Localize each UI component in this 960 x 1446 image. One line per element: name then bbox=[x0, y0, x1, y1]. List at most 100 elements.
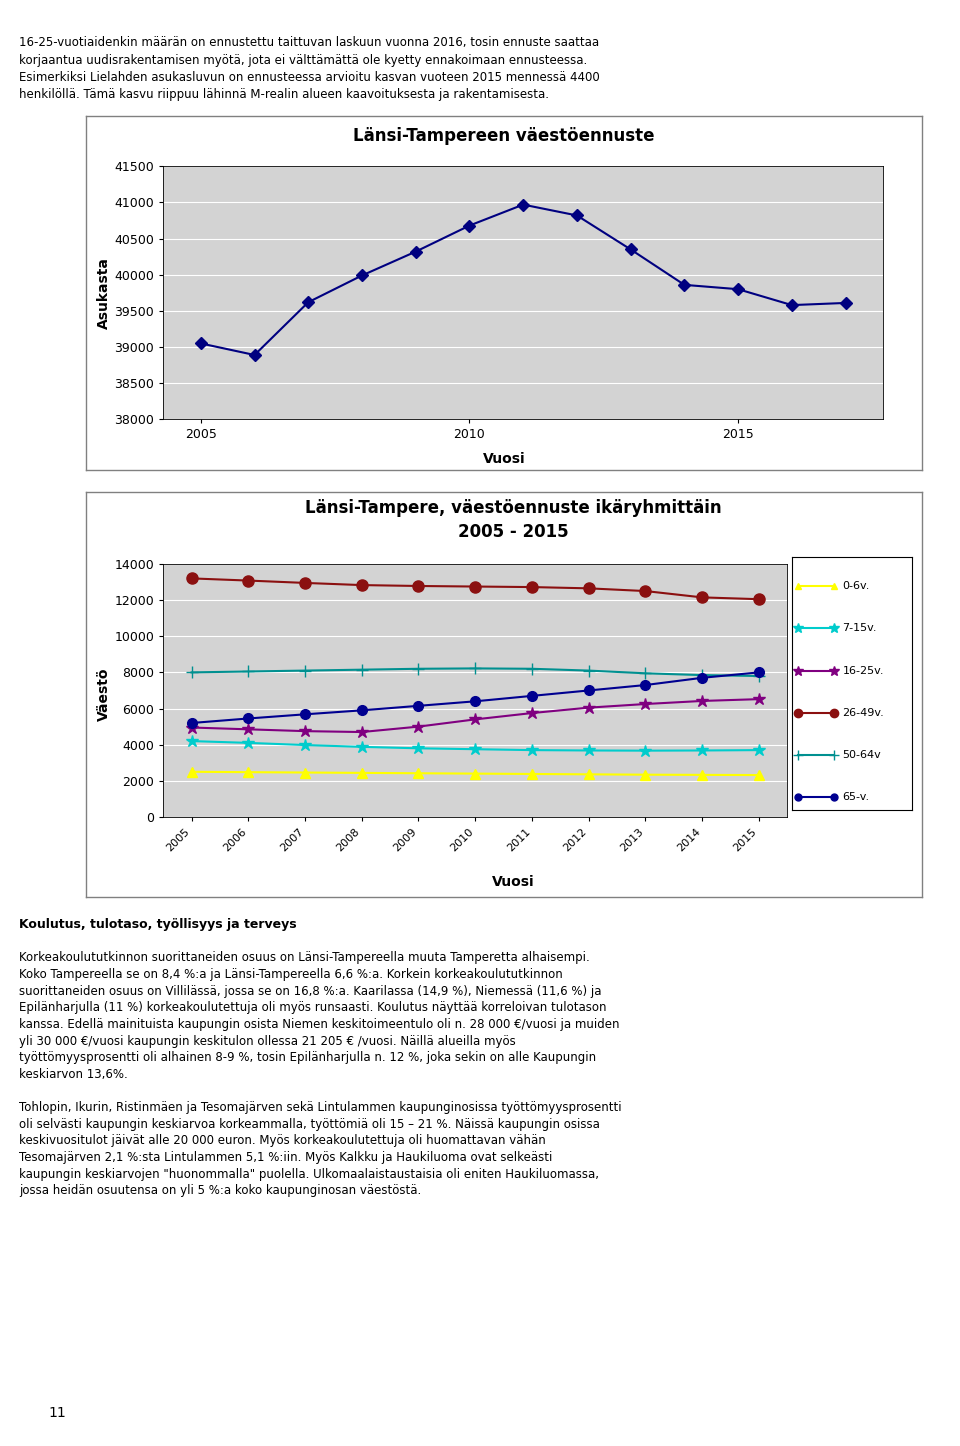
Text: 11: 11 bbox=[48, 1406, 65, 1420]
0-6v. bbox=[696, 766, 708, 784]
Text: Väestö: Väestö bbox=[97, 668, 110, 720]
50-64v bbox=[696, 667, 708, 684]
7-15v. bbox=[243, 735, 254, 752]
Text: Tesomajärven 2,1 %:sta Lintulammen 5,1 %:iin. Myös Kalkku ja Haukiluoma ovat sel: Tesomajärven 2,1 %:sta Lintulammen 5,1 %… bbox=[19, 1151, 553, 1164]
Text: 2005 - 2015: 2005 - 2015 bbox=[458, 523, 569, 541]
16-25v. bbox=[526, 704, 538, 722]
65-v. bbox=[469, 693, 481, 710]
26-49v. bbox=[243, 571, 254, 589]
Text: työttömyysprosentti oli alhainen 8-9 %, tosin Epilänharjulla n. 12 %, joka sekin: työttömyysprosentti oli alhainen 8-9 %, … bbox=[19, 1051, 596, 1064]
26-49v. bbox=[753, 590, 764, 607]
65-v. bbox=[186, 714, 198, 732]
7-15v. bbox=[469, 740, 481, 758]
0-6v. bbox=[583, 766, 594, 784]
Text: kaupungin keskiarvojen "huonommalla" puolella. Ulkomaalaistaustaisia oli eniten : kaupungin keskiarvojen "huonommalla" puo… bbox=[19, 1168, 599, 1180]
Text: Asukasta: Asukasta bbox=[97, 257, 110, 328]
65-v. bbox=[753, 664, 764, 681]
Text: 16-25v.: 16-25v. bbox=[843, 665, 884, 675]
50-64v bbox=[413, 659, 424, 677]
Text: yli 30 000 €/vuosi kaupungin keskitulon ollessa 21 205 € /vuosi. Näillä alueilla: yli 30 000 €/vuosi kaupungin keskitulon … bbox=[19, 1035, 516, 1047]
Text: Vuosi: Vuosi bbox=[492, 875, 535, 889]
50-64v bbox=[583, 662, 594, 680]
Text: Koulutus, tulotaso, työllisyys ja terveys: Koulutus, tulotaso, työllisyys ja tervey… bbox=[19, 918, 297, 931]
Text: kanssa. Edellä mainituista kaupungin osista Niemen keskitoimeentulo oli n. 28 00: kanssa. Edellä mainituista kaupungin osi… bbox=[19, 1018, 620, 1031]
Text: Esimerkiksi Lielahden asukasluvun on ennusteessa arvioitu kasvan vuoteen 2015 me: Esimerkiksi Lielahden asukasluvun on enn… bbox=[19, 71, 600, 84]
16-25v. bbox=[583, 698, 594, 716]
26-49v. bbox=[639, 583, 651, 600]
Text: jossa heidän osuutensa on yli 5 %:a koko kaupunginosan väestöstä.: jossa heidän osuutensa on yli 5 %:a koko… bbox=[19, 1184, 421, 1197]
50-64v bbox=[300, 662, 311, 680]
50-64v bbox=[356, 661, 368, 678]
26-49v. bbox=[356, 577, 368, 594]
50-64v bbox=[469, 659, 481, 677]
16-25v. bbox=[753, 690, 764, 707]
Text: Koko Tampereella se on 8,4 %:a ja Länsi-Tampereella 6,6 %:a. Korkein korkeakoulu: Koko Tampereella se on 8,4 %:a ja Länsi-… bbox=[19, 969, 563, 980]
26-49v. bbox=[526, 578, 538, 596]
0-6v. bbox=[413, 765, 424, 782]
7-15v. bbox=[186, 732, 198, 749]
16-25v. bbox=[639, 696, 651, 713]
50-64v bbox=[753, 667, 764, 684]
Text: keskivuositulot jäivät alle 20 000 euron. Myös korkeakoulutettuja oli huomattava: keskivuositulot jäivät alle 20 000 euron… bbox=[19, 1134, 546, 1147]
65-v. bbox=[243, 710, 254, 727]
16-25v. bbox=[413, 717, 424, 735]
16-25v. bbox=[469, 710, 481, 727]
7-15v. bbox=[356, 737, 368, 755]
0-6v. bbox=[300, 763, 311, 781]
50-64v bbox=[243, 662, 254, 680]
7-15v. bbox=[526, 742, 538, 759]
Text: 50-64v: 50-64v bbox=[843, 750, 881, 761]
0-6v. bbox=[639, 766, 651, 784]
7-15v. bbox=[696, 742, 708, 759]
65-v. bbox=[639, 677, 651, 694]
26-49v. bbox=[300, 574, 311, 591]
65-v. bbox=[696, 669, 708, 687]
7-15v. bbox=[413, 739, 424, 758]
16-25v. bbox=[243, 720, 254, 737]
16-25v. bbox=[356, 723, 368, 740]
0-6v. bbox=[243, 763, 254, 781]
Line: 50-64v: 50-64v bbox=[185, 662, 765, 683]
50-64v bbox=[639, 665, 651, 683]
0-6v. bbox=[356, 763, 368, 781]
26-49v. bbox=[583, 580, 594, 597]
7-15v. bbox=[583, 742, 594, 759]
Line: 26-49v.: 26-49v. bbox=[186, 573, 764, 604]
65-v. bbox=[526, 687, 538, 704]
Line: 0-6v.: 0-6v. bbox=[186, 766, 764, 779]
0-6v. bbox=[753, 766, 764, 784]
Text: 16-25-vuotiaidenkin määrän on ennustettu taittuvan laskuun vuonna 2016, tosin en: 16-25-vuotiaidenkin määrän on ennustettu… bbox=[19, 36, 599, 49]
26-49v. bbox=[696, 589, 708, 606]
7-15v. bbox=[639, 742, 651, 759]
Text: 7-15v.: 7-15v. bbox=[843, 623, 876, 633]
16-25v. bbox=[186, 719, 198, 736]
Text: oli selvästi kaupungin keskiarvoa korkeammalla, työttömiä oli 15 – 21 %. Näissä : oli selvästi kaupungin keskiarvoa korkea… bbox=[19, 1118, 600, 1131]
Line: 65-v.: 65-v. bbox=[186, 668, 764, 727]
26-49v. bbox=[413, 577, 424, 594]
Line: 7-15v.: 7-15v. bbox=[185, 735, 765, 756]
50-64v bbox=[186, 664, 198, 681]
26-49v. bbox=[186, 570, 198, 587]
Line: 16-25v.: 16-25v. bbox=[185, 693, 765, 739]
Text: Länsi-Tampere, väestöennuste ikäryhmittäin: Länsi-Tampere, väestöennuste ikäryhmittä… bbox=[305, 499, 722, 516]
Text: Tohlopin, Ikurin, Ristinmäen ja Tesomajärven sekä Lintulammen kaupunginosissa ty: Tohlopin, Ikurin, Ristinmäen ja Tesomajä… bbox=[19, 1102, 622, 1113]
Text: korjaantua uudisrakentamisen myötä, jota ei välttämättä ole kyetty ennakoimaan e: korjaantua uudisrakentamisen myötä, jota… bbox=[19, 54, 588, 67]
65-v. bbox=[356, 701, 368, 719]
0-6v. bbox=[526, 765, 538, 782]
16-25v. bbox=[696, 693, 708, 710]
0-6v. bbox=[186, 763, 198, 781]
26-49v. bbox=[469, 578, 481, 596]
65-v. bbox=[413, 697, 424, 714]
Text: 26-49v.: 26-49v. bbox=[843, 707, 884, 717]
Text: Epilänharjulla (11 %) korkeakoulutettuja oli myös runsaasti. Koulutus näyttää ko: Epilänharjulla (11 %) korkeakoulutettuja… bbox=[19, 1001, 607, 1014]
Text: keskiarvon 13,6%.: keskiarvon 13,6%. bbox=[19, 1067, 128, 1080]
Text: henkilöllä. Tämä kasvu riippuu lähinnä M-realin alueen kaavoituksesta ja rakenta: henkilöllä. Tämä kasvu riippuu lähinnä M… bbox=[19, 88, 549, 101]
Text: suorittaneiden osuus on Villilässä, jossa se on 16,8 %:a. Kaarilassa (14,9 %), N: suorittaneiden osuus on Villilässä, joss… bbox=[19, 985, 602, 998]
7-15v. bbox=[753, 742, 764, 759]
65-v. bbox=[300, 706, 311, 723]
16-25v. bbox=[300, 723, 311, 740]
0-6v. bbox=[469, 765, 481, 782]
7-15v. bbox=[300, 736, 311, 753]
Text: Korkeakoulututkinnon suorittaneiden osuus on Länsi-Tampereella muuta Tamperetta : Korkeakoulututkinnon suorittaneiden osuu… bbox=[19, 951, 590, 964]
Text: 0-6v.: 0-6v. bbox=[843, 581, 870, 591]
